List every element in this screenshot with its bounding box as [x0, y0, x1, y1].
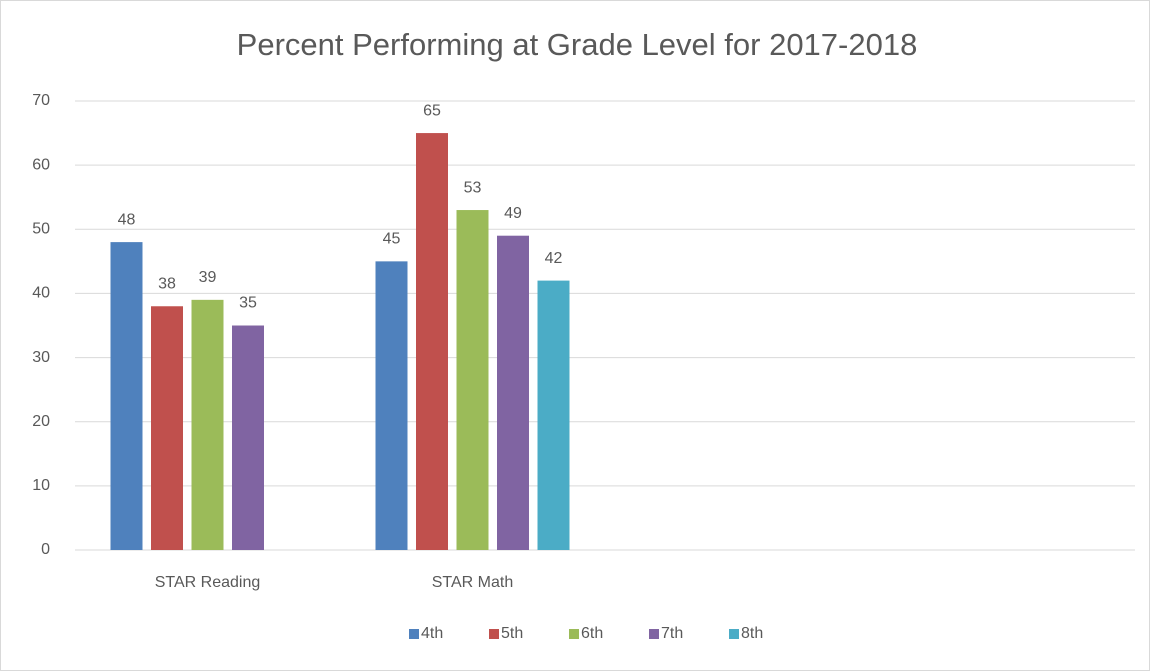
legend-swatch: [569, 629, 579, 639]
y-tick-label: 40: [32, 285, 50, 302]
y-tick-label: 70: [32, 92, 50, 109]
y-tick-label: 50: [32, 221, 50, 238]
x-tick-label: STAR Math: [432, 574, 514, 591]
bar: [497, 235, 529, 550]
chart-title: Percent Performing at Grade Level for 20…: [237, 27, 918, 62]
x-tick-label: STAR Reading: [155, 574, 261, 591]
data-label: 38: [158, 275, 176, 292]
bar: [110, 242, 143, 550]
legend-label: 4th: [421, 625, 443, 642]
legend-label: 6th: [581, 625, 603, 642]
bar: [456, 210, 489, 551]
legend-swatch: [409, 629, 419, 639]
bar: [151, 306, 183, 550]
legend-swatch: [489, 629, 499, 639]
data-label: 42: [545, 250, 563, 267]
y-tick-label: 60: [32, 156, 50, 173]
data-label: 45: [383, 231, 401, 248]
bar: [232, 325, 264, 550]
data-label: 35: [239, 295, 257, 312]
data-label: 39: [199, 269, 217, 286]
y-tick-label: 0: [41, 541, 50, 558]
y-tick-label: 10: [32, 477, 50, 494]
legend-label: 8th: [741, 625, 763, 642]
legend-swatch: [649, 629, 659, 639]
data-label: 49: [504, 205, 522, 222]
legend-label: 5th: [501, 625, 523, 642]
y-tick-label: 20: [32, 413, 50, 430]
data-label: 65: [423, 102, 441, 119]
data-label: 53: [464, 179, 482, 196]
data-label: 48: [118, 211, 136, 228]
y-tick-label: 30: [32, 349, 50, 366]
legend-label: 7th: [661, 625, 683, 642]
bar: [537, 280, 570, 550]
legend-swatch: [729, 629, 739, 639]
bar: [416, 133, 448, 551]
bar: [375, 261, 408, 550]
bar: [191, 299, 224, 550]
